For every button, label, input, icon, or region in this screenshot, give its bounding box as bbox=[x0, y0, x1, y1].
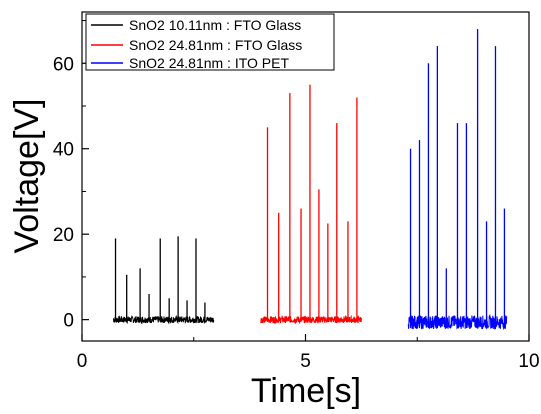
series-0-baseline bbox=[112, 314, 215, 325]
legend-label-2: SnO2 24.81nm : ITO PET bbox=[129, 55, 289, 71]
y-tick-label-3: 60 bbox=[53, 54, 74, 75]
series-layer bbox=[112, 29, 508, 331]
y-tick-label-2: 40 bbox=[53, 140, 74, 161]
x-tick-label-1: 5 bbox=[300, 351, 311, 372]
x-tick-label-0: 0 bbox=[77, 351, 88, 372]
series-2 bbox=[407, 29, 508, 331]
series-1-baseline bbox=[260, 314, 362, 325]
y-axis-label: Voltage[V] bbox=[8, 98, 46, 253]
legend: SnO2 10.11nm : FTO Glass SnO2 24.81nm : … bbox=[85, 13, 335, 71]
series-1 bbox=[260, 84, 362, 325]
y-tick-label-1: 20 bbox=[53, 225, 74, 246]
x-tick-label-2: 10 bbox=[518, 351, 539, 372]
legend-label-1: SnO2 24.81nm : FTO Glass bbox=[129, 37, 302, 53]
y-tick-label-0: 0 bbox=[63, 311, 74, 332]
legend-label-0: SnO2 10.11nm : FTO Glass bbox=[129, 17, 301, 33]
x-axis-label: Time[s] bbox=[251, 372, 361, 409]
series-0 bbox=[112, 236, 215, 325]
axes-layer: 0 5 10 0 20 40 60 bbox=[53, 20, 540, 372]
legend-box bbox=[85, 13, 335, 71]
